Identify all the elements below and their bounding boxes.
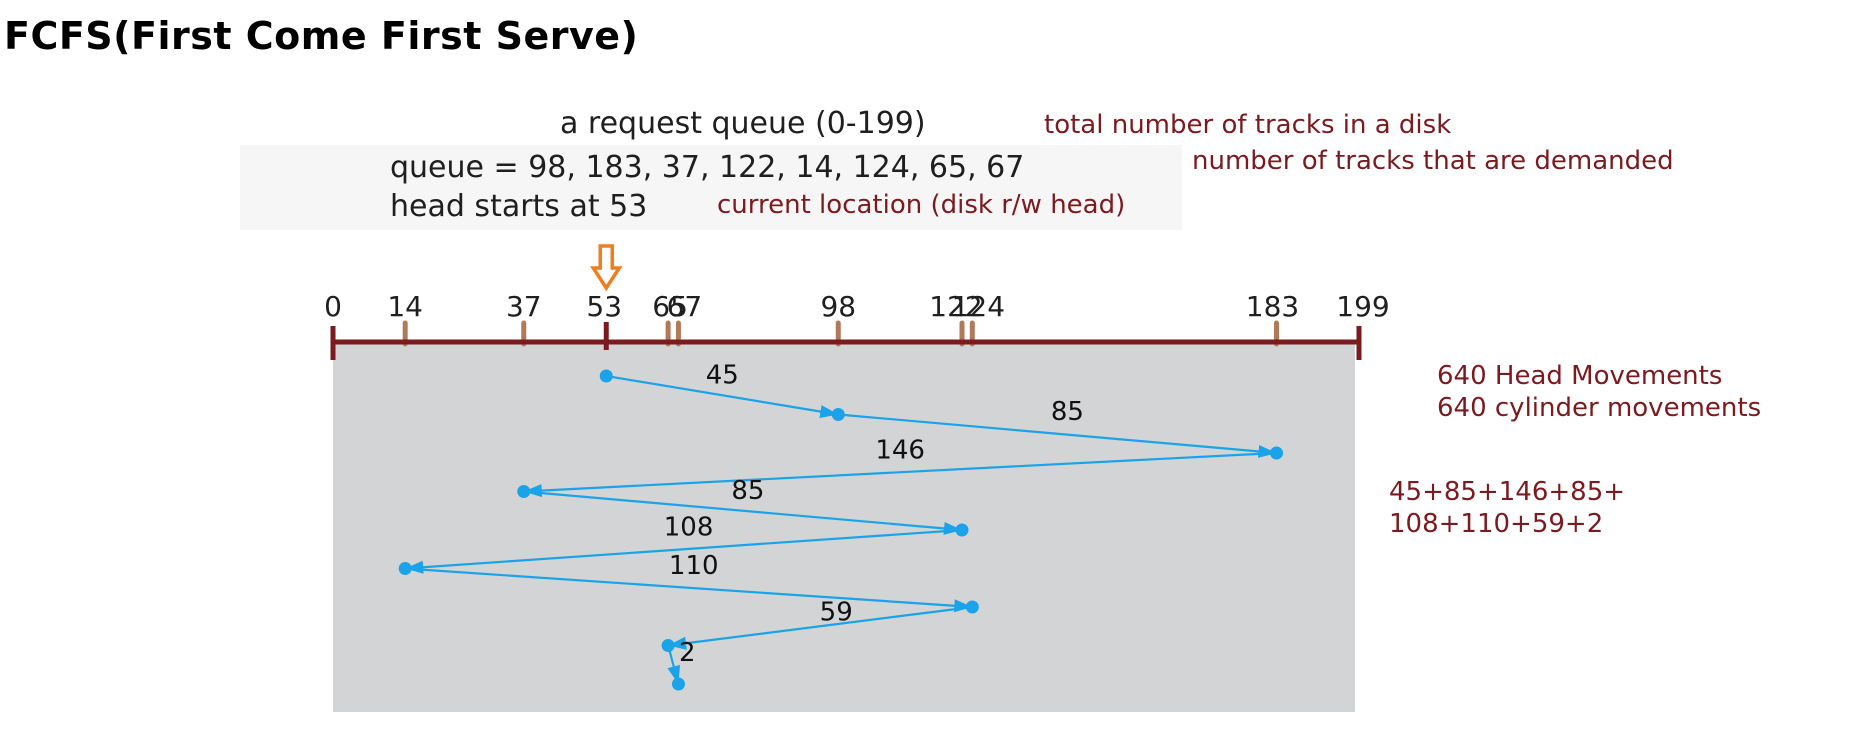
sum-expression-line2: 108+110+59+2	[1389, 509, 1604, 539]
head-start-text: head starts at 53	[390, 189, 648, 224]
queue-note: number of tracks that are demanded	[1192, 146, 1674, 176]
request-point	[831, 408, 845, 421]
head-movement-segment	[523, 490, 963, 532]
cylinder-movements-text: 640 cylinder movements	[1437, 393, 1762, 423]
request-point	[517, 485, 531, 498]
segment-distance-label: 108	[664, 512, 714, 542]
request-point	[398, 562, 412, 575]
movement-panel	[333, 342, 1355, 712]
sum-expression-line1: 45+85+146+85+	[1389, 477, 1626, 507]
request-queue-text: a request queue (0-199)	[560, 106, 926, 141]
head-start-arrow-icon	[590, 244, 623, 292]
request-point	[599, 369, 613, 383]
track-tick-label: 14	[387, 290, 423, 323]
head-movement-segment	[667, 605, 973, 647]
request-point	[965, 600, 979, 614]
request-point	[661, 639, 675, 652]
head-movements-text: 640 Head Movements	[1437, 361, 1723, 391]
segment-distance-label: 59	[820, 597, 853, 627]
request-point	[671, 677, 685, 691]
segment-distance-label: 2	[679, 638, 696, 668]
track-tick-label: 0	[324, 290, 342, 323]
request-point	[1270, 446, 1284, 460]
segment-distance-label: 146	[875, 435, 925, 465]
track-tick-label: 199	[1336, 290, 1389, 323]
head-start-note: current location (disk r/w head)	[717, 190, 1126, 220]
head-movement-segment	[405, 567, 973, 609]
segment-distance-label: 110	[669, 551, 719, 581]
head-movement-segment	[838, 413, 1277, 455]
track-tick-label: 53	[586, 290, 622, 323]
request-point	[955, 523, 969, 537]
track-tick-label: 183	[1246, 290, 1299, 323]
segment-distance-label: 85	[1051, 397, 1084, 427]
head-movement-segment	[523, 451, 1277, 493]
queue-text: queue = 98, 183, 37, 122, 14, 124, 65, 6…	[390, 150, 1025, 185]
track-tick-label: 122	[929, 290, 982, 323]
request-queue-note: total number of tracks in a disk	[1044, 110, 1452, 140]
track-tick-label: 98	[820, 290, 856, 323]
head-movement-segment	[405, 528, 963, 570]
segment-distance-label: 45	[706, 360, 739, 390]
page-title: FCFS(First Come First Serve)	[4, 14, 639, 58]
movement-arrowhead	[523, 484, 543, 498]
segment-distance-label: 85	[731, 476, 764, 506]
track-tick-label: 67	[667, 290, 703, 323]
head-movement-segment	[606, 374, 839, 416]
track-tick-label: 124	[952, 290, 1005, 323]
track-tick-label: 65	[652, 290, 688, 323]
header-background	[240, 145, 1182, 230]
track-tick-label: 37	[506, 290, 542, 323]
